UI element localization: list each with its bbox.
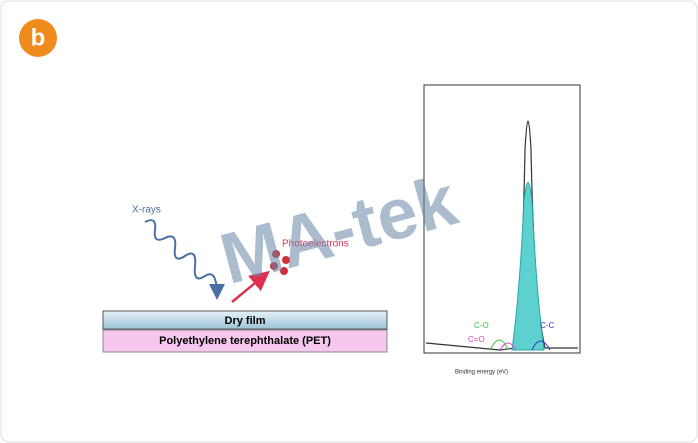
electrons <box>270 250 290 275</box>
xray-label: X-rays <box>132 205 161 216</box>
peak-label: C-C <box>540 321 554 330</box>
photoelectron-arrow <box>231 270 270 303</box>
spectrum-cc-peak <box>531 340 551 351</box>
photoelectron-label: Photoelectrons <box>282 239 349 250</box>
badge <box>19 19 57 57</box>
spectrum-c2o-peak <box>499 342 517 351</box>
pet-label: Polyethylene terephthalate (PET) <box>159 335 331 347</box>
peak-label: C=O <box>468 335 485 344</box>
xray-wave <box>144 219 225 300</box>
badge-label: b <box>31 24 46 51</box>
spectrum-main-peak <box>511 182 545 351</box>
film-label: Dry film <box>225 315 266 327</box>
spectrum-co-peak <box>489 339 509 351</box>
pet-layer <box>102 329 388 353</box>
x-axis-label: Binding energy (eV) <box>455 370 508 376</box>
peak-label: C-O <box>474 321 489 330</box>
film-layer <box>102 310 388 330</box>
spectrum-frame <box>423 84 581 354</box>
